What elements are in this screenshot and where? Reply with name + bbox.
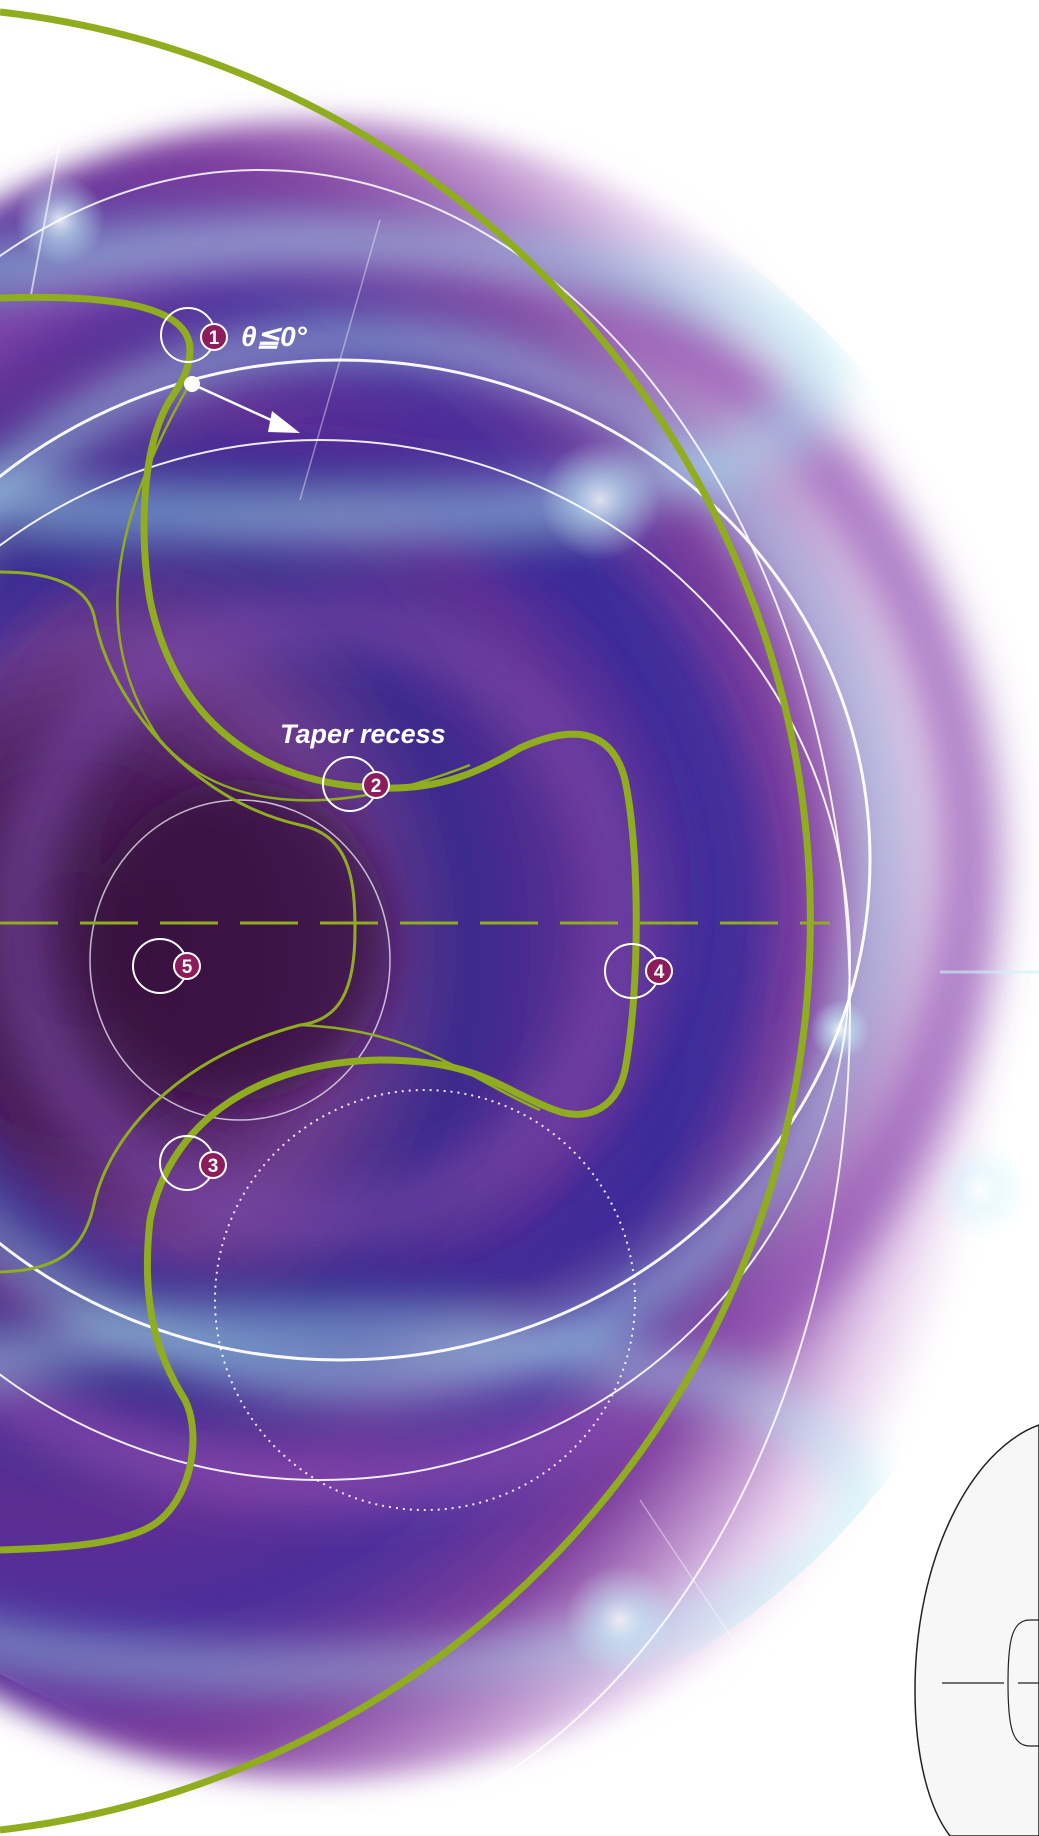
callout-5-badge [173,952,201,980]
thick-green-profile [0,293,640,1554]
callout-5: 5 [132,938,201,994]
callout-3: 3 [159,1135,227,1191]
direction-arrow [184,376,300,433]
callout-1-label: 1 [209,328,220,349]
callout-4-badge [645,957,673,985]
callout-2-label: 2 [371,776,382,797]
inset-lens-diagram [914,1424,1039,1836]
callout-3-label: 3 [208,1156,219,1177]
thin-green-arc-lower [299,1023,541,1112]
callout-5-label: 5 [182,957,193,978]
callout-1-badge [200,323,228,351]
thin-green-arc-upper [116,379,471,802]
outer-green-boundary [0,8,814,1834]
callout-4: 4 [604,943,673,999]
callout-2-badge [362,771,390,799]
thin-green-outline [0,570,357,1274]
taper-recess-label: Taper recess [280,719,446,749]
callout-1: 1 [160,307,228,363]
callout-4-label: 4 [654,962,665,983]
angle-label: θ≦0° [241,321,308,352]
lens-photo-background [0,120,1039,1780]
white-reference-rings [0,169,872,1836]
dotted-reference-circle [214,1089,636,1511]
callout-2: 2 [322,756,390,812]
callout-3-badge [199,1151,227,1179]
